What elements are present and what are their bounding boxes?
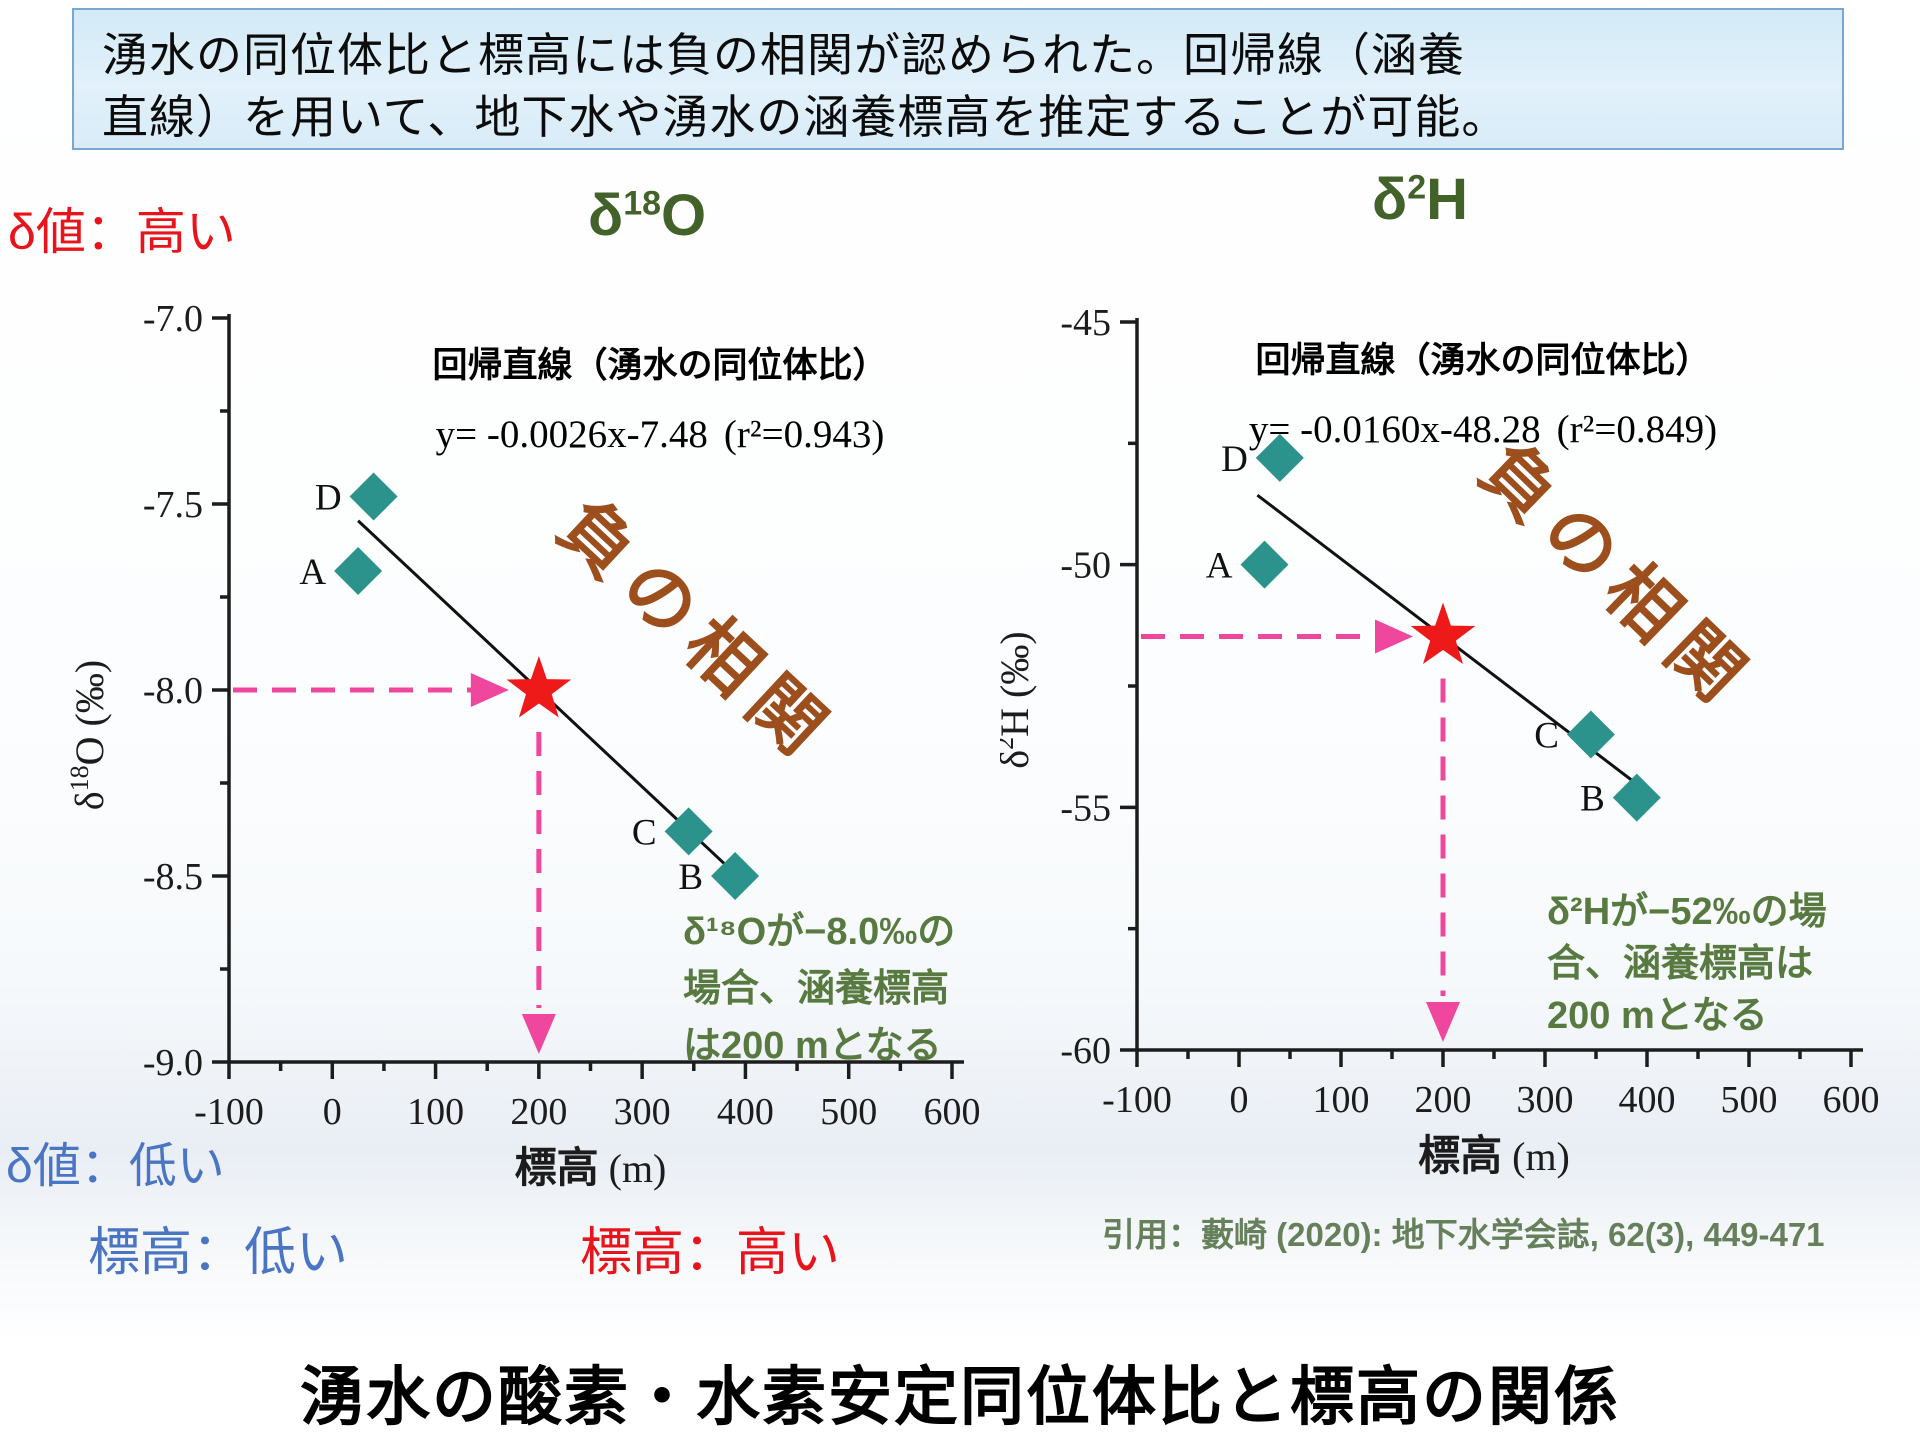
svg-text:は200 mとなる: は200 mとなる [683, 1025, 942, 1067]
svg-text:-55: -55 [1060, 787, 1111, 829]
svg-text:0: 0 [323, 1091, 342, 1133]
delta2h-chart-title: δ2H [1372, 166, 1468, 233]
point-C [664, 807, 713, 856]
main-title: 湧水の酸素・水素安定同位体比と標高の関係 [300, 1361, 1620, 1433]
citation: 引用：藪崎 (2020): 地下水学会誌, 62(3), 449-471 [1102, 1216, 1825, 1253]
star-marker [1410, 602, 1476, 664]
negative-correlation-label: 負の相関 [1465, 429, 1768, 726]
svg-text:500: 500 [1721, 1079, 1778, 1121]
regression-annotation: 回帰直線（湧水の同位体比） y= -0.0160x-48.28 (r²=0.849) [1249, 341, 1717, 451]
delta2h-title-sym: δ [1372, 167, 1408, 232]
x-axis-label: 標高 (m) [515, 1144, 667, 1191]
svg-text:200 mとなる: 200 mとなる [1547, 995, 1768, 1037]
elevation-high-label: 標高：高い [580, 1224, 841, 1282]
point-label-D: D [1221, 439, 1248, 480]
delta-high-label: δ値：高い [8, 204, 236, 260]
svg-text:-50: -50 [1060, 545, 1111, 587]
point-label-A: A [299, 552, 326, 593]
svg-text:200: 200 [510, 1091, 567, 1133]
estimation-arrows [233, 673, 556, 1054]
x-axis-label: 標高 (m) [1418, 1132, 1570, 1179]
y-axis-label: δ2H (‰) [1000, 631, 1037, 768]
axes [1120, 318, 1863, 1067]
axes [212, 314, 964, 1079]
point-label-B: B [678, 857, 703, 898]
svg-text:y= -0.0026x-7.48(r²=0.943): y= -0.0026x-7.48 (r²=0.943) [436, 413, 885, 456]
point-B [711, 852, 760, 900]
point-A [334, 546, 383, 595]
svg-text:δ¹⁸Oが−8.0‰の: δ¹⁸Oが−8.0‰の [683, 911, 955, 953]
point-label-B: B [1580, 779, 1605, 820]
svg-text:400: 400 [717, 1091, 774, 1133]
svg-text:-60: -60 [1060, 1030, 1111, 1072]
svg-text:-45: -45 [1060, 302, 1111, 344]
regression-annotation: 回帰直線（湧水の同位体比） y= -0.0026x-7.48 (r²=0.943) [432, 346, 887, 456]
estimation-note: δ²Hが−52‰の場合、涵養標高は 200 mとなる [1547, 891, 1827, 1037]
negative-correlation-label: 負の相関 [543, 486, 849, 779]
svg-text:300: 300 [1517, 1079, 1574, 1121]
svg-text:-7.0: -7.0 [143, 298, 203, 340]
delta2h-title-sup: 2 [1407, 168, 1427, 207]
point-D [349, 472, 398, 521]
svg-text:100: 100 [1313, 1079, 1370, 1121]
tick-labels: -45 -50 -55 -60 -100 0 100 200 300 400 500 600 [1060, 302, 1879, 1121]
point-label-C: C [632, 812, 657, 853]
svg-text:200: 200 [1415, 1079, 1472, 1121]
delta18o-chart: -7.0 -7.5 -8.0 -8.5 -9.0 -100 0 100 200 300 400 500… [60, 260, 1020, 1215]
svg-text:500: 500 [820, 1091, 877, 1133]
svg-text:合、涵養標高は: 合、涵養標高は [1547, 943, 1813, 985]
point-label-C: C [1534, 716, 1559, 757]
svg-text:100: 100 [407, 1091, 464, 1133]
delta18o-title-sup: 18 [623, 184, 662, 223]
y-axis-label: δ18O (‰) [65, 660, 112, 810]
point-label-A: A [1206, 546, 1233, 587]
point-C [1566, 710, 1615, 759]
elevation-low-label: 標高：低い [88, 1224, 349, 1282]
data-points: D A CB [1206, 433, 1661, 822]
point-A [1240, 540, 1289, 589]
point-D [1255, 433, 1304, 482]
svg-text:600: 600 [924, 1091, 981, 1133]
delta2h-title-elem: H [1426, 167, 1468, 232]
banner-line-1: 湧水の同位体比と標高には負の相関が認められた。回帰線（涵養 [102, 29, 1465, 81]
svg-text:-8.0: -8.0 [143, 670, 203, 712]
point-B [1612, 773, 1661, 822]
svg-text:δ²Hが−52‰の場: δ²Hが−52‰の場 [1547, 891, 1827, 933]
star-marker [506, 656, 572, 718]
svg-text:-8.5: -8.5 [143, 856, 203, 898]
delta18o-chart-title: δ18O [588, 182, 706, 249]
delta18o-chart-svg: -7.0 -7.5 -8.0 -8.5 -9.0 -100 0 100 200 300 400 500… [65, 298, 981, 1191]
svg-text:-100: -100 [1102, 1079, 1172, 1121]
delta18o-title-elem: O [661, 183, 707, 248]
svg-text:回帰直線（湧水の同位体比）: 回帰直線（湧水の同位体比） [1255, 341, 1710, 380]
banner-line-2: 直線）を用いて、地下水や湧水の涵養標高を推定することが可能。 [102, 91, 1509, 143]
svg-text:y= -0.0160x-48.28(r²=0.849): y= -0.0160x-48.28 (r²=0.849) [1249, 408, 1717, 451]
svg-text:-9.0: -9.0 [143, 1042, 203, 1084]
tick-labels: -7.0 -7.5 -8.0 -8.5 -9.0 -100 0 100 200 300 400 500… [143, 298, 981, 1133]
delta-low-label: δ値：低い [6, 1140, 225, 1193]
svg-text:回帰直線（湧水の同位体比）: 回帰直線（湧水の同位体比） [432, 346, 887, 385]
delta2h-chart-svg: -45 -50 -55 -60 -100 0 100 200 300 400 500 600 標高 (m… [990, 302, 1880, 1179]
summary-banner: 湧水の同位体比と標高には負の相関が認められた。回帰線（涵養 直線）を用いて、地下… [72, 8, 1844, 150]
point-label-D: D [315, 478, 342, 519]
svg-text:0: 0 [1230, 1079, 1249, 1121]
svg-text:-7.5: -7.5 [143, 484, 203, 526]
svg-text:600: 600 [1823, 1079, 1880, 1121]
svg-text:場合、涵養標高: 場合、涵養標高 [683, 968, 949, 1010]
svg-text:400: 400 [1619, 1079, 1676, 1121]
svg-text:300: 300 [614, 1091, 671, 1133]
delta2h-chart: -45 -50 -55 -60 -100 0 100 200 300 400 500 600 標高 (m… [990, 260, 1920, 1215]
estimation-arrows [1141, 619, 1460, 1042]
delta18o-title-sym: δ [588, 183, 624, 248]
svg-text:-100: -100 [194, 1091, 264, 1133]
data-points: DA CB [299, 472, 760, 900]
